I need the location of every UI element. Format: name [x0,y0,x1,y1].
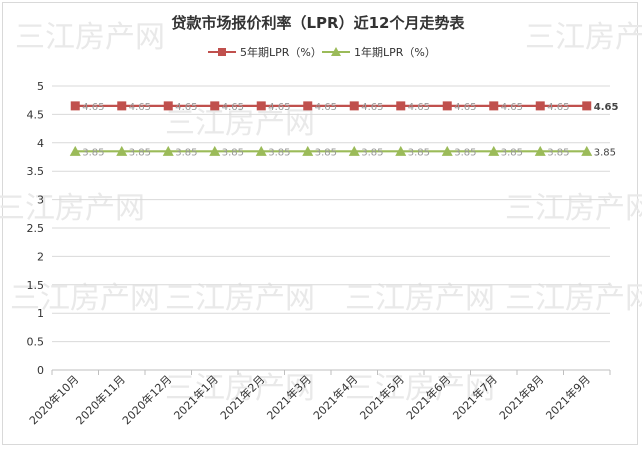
watermark-text: 三江房产网 [165,281,315,316]
watermark-text: 三江房产网 [10,281,160,316]
data-label: 3.85 [129,147,151,158]
data-point-square [582,101,592,111]
y-tick-label: 5 [37,80,44,93]
legend-label: 1年期LPR（%） [354,45,436,59]
data-point-triangle [69,145,81,156]
data-label: 4.65 [501,102,523,113]
chart-frame [2,2,638,445]
data-point-triangle [488,145,500,156]
watermark-text: 三江房产网 [505,191,642,226]
y-tick-label: 0.5 [27,336,45,349]
data-point-square [535,101,545,111]
watermark-text: 三江房产网 [505,281,642,316]
watermark-layer: 三江房产网三江房产网三江房产网三江房产网三江房产网三江房产网三江房产网三江房产网… [0,20,642,406]
data-point-square [396,101,406,111]
data-label: 4.65 [594,102,619,113]
data-label: 3.85 [547,147,569,158]
data-label: 3.85 [361,147,383,158]
y-tick-label: 3.5 [27,165,45,178]
data-point-triangle [534,145,546,156]
y-tick-label: 4.5 [27,108,45,121]
data-point-triangle [395,145,407,156]
data-label: 4.65 [547,102,569,113]
legend-label: 5年期LPR（%） [240,45,322,59]
data-point-square [489,101,499,111]
series-layer: 4.65 4.65 4.65 4.65 4.65 4.65 4.65 4.65 4.65 4.65… [69,101,619,158]
data-point-square [163,101,173,111]
data-label: 4.65 [129,102,151,113]
data-point-square [349,101,359,111]
legend-marker-triangle [331,47,341,56]
data-label: 4.65 [268,102,290,113]
data-point-triangle [255,145,267,156]
watermark-text: 三江房产网 [345,281,495,316]
watermark-text: 三江房产网 [15,20,165,55]
watermark-text: 三江房产网 [345,371,495,406]
data-point-square [210,101,220,111]
y-tick-label: 3 [37,194,44,207]
watermark-text: 三江房产网 [165,371,315,406]
data-label: 3.85 [175,147,197,158]
y-tick-label: 1 [37,307,44,320]
data-label: 3.85 [408,147,430,158]
data-point-square [442,101,452,111]
watermark-text: 三江房产网 [0,191,145,226]
legend-marker-square [218,48,226,56]
data-label: 3.85 [315,147,337,158]
legend: 5年期LPR（%） 1年期LPR（%） [208,45,436,59]
data-point-triangle [441,145,453,156]
data-point-triangle [162,145,174,156]
data-point-triangle [116,145,128,156]
data-label: 3.85 [594,147,616,158]
watermark-text: 三江房产网 [525,20,642,55]
y-tick-label: 2 [37,250,44,263]
y-axis-ticks: 0 0.5 1 1.5 2 2.5 3 3.5 4 4.5 5 [27,80,45,377]
chart-title: 贷款市场报价利率（LPR）近12个月走势表 [172,14,466,32]
y-tick-label: 1.5 [27,279,45,292]
data-point-triangle [348,145,360,156]
data-label: 4.65 [315,102,337,113]
data-point-triangle [581,145,593,156]
data-label: 4.65 [175,102,197,113]
data-label: 3.85 [82,147,104,158]
data-point-square [303,101,313,111]
data-label: 4.65 [454,102,476,113]
y-tick-label: 0 [37,364,44,377]
data-point-triangle [209,145,221,156]
data-label: 3.85 [222,147,244,158]
x-axis-ticks: 2020年10月2020年11月2020年12月2021年1月2021年2月20… [26,370,611,427]
watermark-text: 三江房产网 [165,106,315,141]
data-label: 3.85 [454,147,476,158]
data-label: 3.85 [268,147,290,158]
data-point-square [117,101,127,111]
x-tick-label: 2021年9月 [543,372,593,422]
y-tick-label: 4 [37,137,44,150]
data-point-square [256,101,266,111]
data-label: 4.65 [361,102,383,113]
data-label: 4.65 [82,102,104,113]
y-tick-label: 2.5 [27,222,45,235]
gridlines [52,85,610,371]
data-point-square [70,101,80,111]
data-label: 3.85 [501,147,523,158]
data-label: 4.65 [408,102,430,113]
data-label: 4.65 [222,102,244,113]
x-tick-label: 2021年8月 [496,372,546,422]
data-point-triangle [302,145,314,156]
